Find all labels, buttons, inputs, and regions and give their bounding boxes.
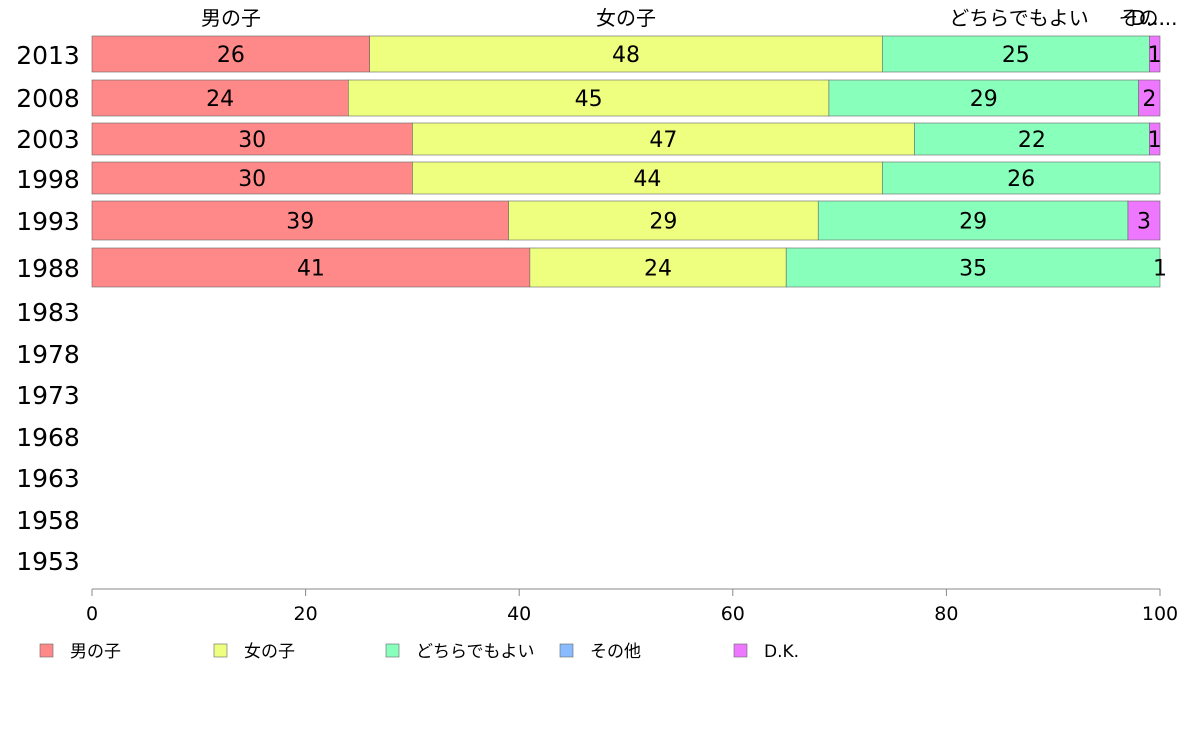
bar-segment xyxy=(914,122,1150,156)
year-label: 1963 xyxy=(16,464,80,493)
year-label: 1988 xyxy=(16,254,80,283)
bar-segment xyxy=(1149,122,1161,156)
year-label: 1973 xyxy=(16,381,80,410)
legend-label: 男の子 xyxy=(70,642,121,662)
bar-segment xyxy=(1127,200,1161,241)
legend-label: どちらでもよい xyxy=(416,642,535,662)
x-tick-label: 40 xyxy=(507,603,531,625)
bar-segment xyxy=(1138,79,1161,117)
legend-swatch xyxy=(559,643,574,658)
bar-value-label: 41 xyxy=(297,257,325,282)
bar-value-label: 1 xyxy=(1153,257,1167,282)
bar-segment xyxy=(369,35,883,73)
year-label: 1978 xyxy=(16,340,80,369)
legend-label: その他 xyxy=(590,642,641,662)
x-tick-label: 0 xyxy=(86,603,98,625)
top-series-label: 男の子 xyxy=(201,6,261,30)
bar-segment xyxy=(412,122,915,156)
year-label: 1958 xyxy=(16,506,80,535)
bar-value-label: 24 xyxy=(644,257,672,282)
bar-value-label: 26 xyxy=(217,43,245,68)
bar-value-label: 47 xyxy=(649,128,677,153)
bar-segment xyxy=(91,200,509,241)
bar-value-label: 30 xyxy=(238,128,266,153)
bar-segment xyxy=(91,122,413,156)
bar-value-label: 1 xyxy=(1148,43,1162,68)
bar-value-label: 22 xyxy=(1018,128,1046,153)
bar-value-label: 2 xyxy=(1142,87,1156,112)
x-tick-label: 100 xyxy=(1142,603,1178,625)
bar-segment xyxy=(785,247,1161,288)
top-series-label: どちらでもよい xyxy=(949,6,1088,30)
bar-segment xyxy=(91,35,370,73)
bar-segment xyxy=(529,247,787,288)
bar-value-label: 29 xyxy=(959,210,987,235)
legend-label: 女の子 xyxy=(244,642,295,662)
bar-value-label: 3 xyxy=(1137,210,1151,235)
bar-value-label: 30 xyxy=(238,167,266,192)
bar-segment xyxy=(828,79,1139,117)
bar-value-label: 1 xyxy=(1148,128,1162,153)
bar-value-label: 35 xyxy=(959,257,987,282)
legend-swatch xyxy=(213,643,228,658)
year-label: 2003 xyxy=(16,125,80,154)
bar-value-label: 25 xyxy=(1002,43,1030,68)
x-tick-label: 80 xyxy=(934,603,958,625)
legend-swatch xyxy=(385,643,400,658)
bar-value-label: 48 xyxy=(612,43,640,68)
x-tick-label: 60 xyxy=(721,603,745,625)
bar-segment xyxy=(817,200,1129,241)
bar-value-label: 44 xyxy=(633,167,661,192)
top-series-label: その... xyxy=(1118,6,1177,30)
legend-swatch xyxy=(733,643,748,658)
year-label: 1968 xyxy=(16,423,80,452)
bar-segment xyxy=(91,79,349,117)
legend-swatch xyxy=(39,643,54,658)
bar-value-label: 29 xyxy=(649,210,677,235)
year-label: 1983 xyxy=(16,298,80,327)
bar-segment xyxy=(348,79,830,117)
year-label: 1998 xyxy=(16,165,80,194)
bar-value-label: 39 xyxy=(286,210,314,235)
bar-segment xyxy=(91,161,413,195)
year-label: 2013 xyxy=(16,41,80,70)
year-label: 1993 xyxy=(16,207,80,236)
bar-segment xyxy=(882,35,1150,73)
year-label: 1953 xyxy=(16,547,80,576)
bar-value-label: 24 xyxy=(206,87,234,112)
x-tick-label: 20 xyxy=(294,603,318,625)
bar-segment xyxy=(508,200,819,241)
year-label: 2008 xyxy=(16,84,80,113)
bar-segment xyxy=(1149,35,1161,73)
top-series-label: D... xyxy=(1131,6,1165,30)
bar-value-label: 29 xyxy=(970,87,998,112)
bar-value-label: 45 xyxy=(575,87,603,112)
bar-segment xyxy=(882,161,1161,195)
top-series-label: 女の子 xyxy=(596,6,656,30)
bar-segment xyxy=(91,247,531,288)
legend-label: D.K. xyxy=(764,642,799,662)
bar-value-label: 26 xyxy=(1007,167,1035,192)
